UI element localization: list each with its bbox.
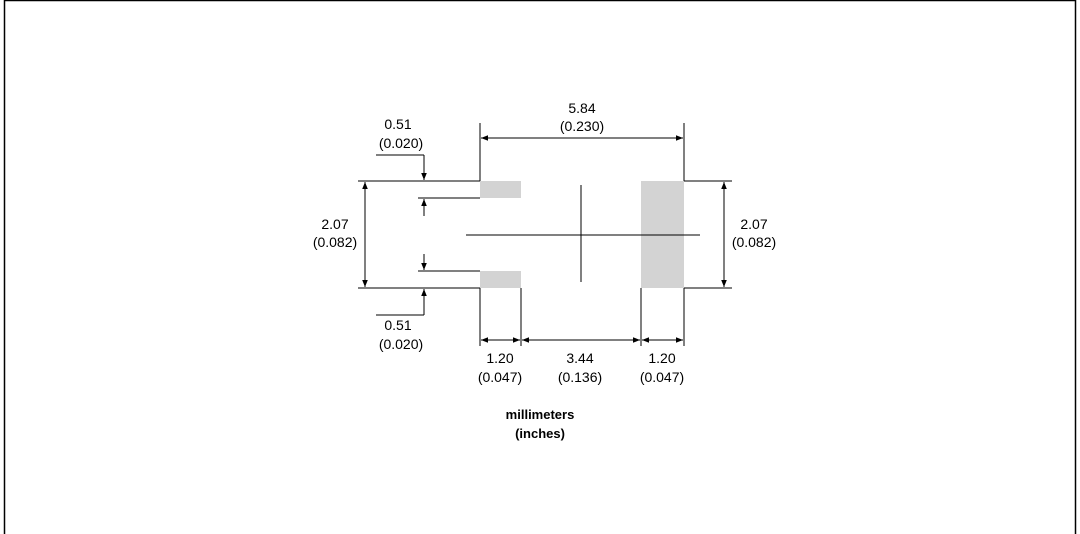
dim-left-span-in: (0.082) <box>313 234 357 250</box>
dim-right-pad-width-mm: 1.20 <box>648 350 675 366</box>
dim-left-span-mm: 2.07 <box>321 216 348 232</box>
dim-right-span-mm: 2.07 <box>740 216 767 232</box>
small-pad-bottom <box>480 271 521 288</box>
dim-small-bottom-in: (0.020) <box>379 336 423 352</box>
dim-right-span-in: (0.082) <box>732 234 776 250</box>
dim-gap-mm: 3.44 <box>566 350 593 366</box>
dim-small-top-mm: 0.51 <box>384 116 411 132</box>
dim-left-pad-width-mm: 1.20 <box>486 350 513 366</box>
figure-border <box>3 0 1077 534</box>
units-primary: millimeters <box>506 407 575 422</box>
dim-left-pad-width-in: (0.047) <box>478 369 522 385</box>
dim-pitch-in: (0.230) <box>560 118 604 134</box>
units-secondary: (inches) <box>515 426 565 441</box>
dim-gap-in: (0.136) <box>558 369 602 385</box>
dim-pitch-mm: 5.84 <box>568 100 595 116</box>
small-pad-top <box>480 181 521 198</box>
dim-small-top-in: (0.020) <box>379 135 423 151</box>
dim-right-pad-width-in: (0.047) <box>640 369 684 385</box>
dim-small-bottom-mm: 0.51 <box>384 317 411 333</box>
